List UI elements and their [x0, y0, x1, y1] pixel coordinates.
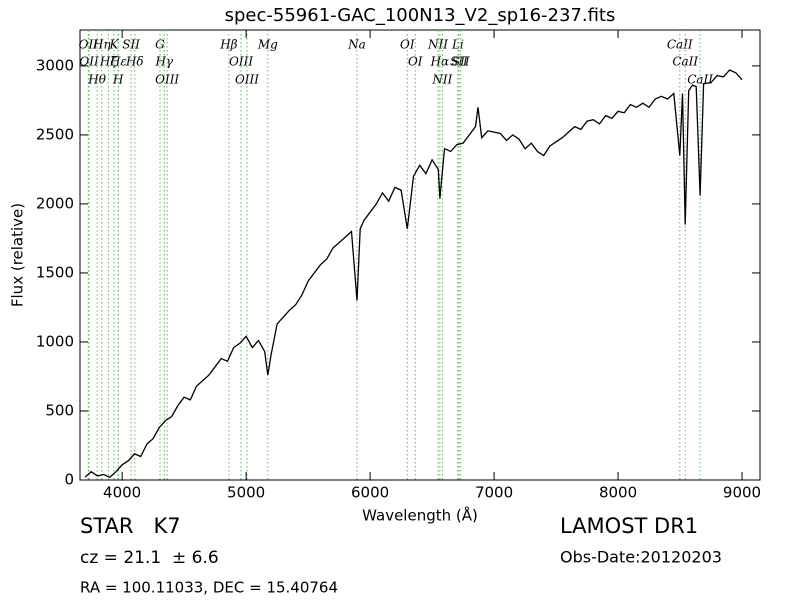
- line-label: OII: [79, 55, 99, 69]
- line-label: OIII: [155, 73, 179, 87]
- line-label: OI: [408, 55, 423, 69]
- x-tick-label: 5000: [227, 484, 265, 502]
- y-tick-label: 0: [64, 471, 74, 489]
- y-tick-label: 1500: [36, 263, 74, 281]
- coordinates: RA = 100.11033, DEC = 15.40764: [80, 579, 338, 597]
- x-axis-label: Wavelength (Å): [362, 506, 478, 525]
- line-label: Na: [347, 38, 366, 52]
- spectrum-line: [84, 69, 743, 478]
- line-label: SII: [452, 55, 470, 69]
- obs-date: Obs-Date:20120203: [560, 548, 722, 567]
- redshift: cz = 21.1 ± 6.6: [80, 548, 219, 568]
- line-label: NII: [431, 73, 452, 87]
- line-label: CaII: [672, 55, 698, 69]
- x-tick-label: 8000: [599, 484, 637, 502]
- line-label: Li: [451, 38, 464, 52]
- x-tick-label: 7000: [475, 484, 513, 502]
- line-label: NII: [427, 38, 448, 52]
- object-class: STAR K7: [80, 514, 181, 538]
- line-label: Hδ: [125, 55, 144, 69]
- line-label: Hγ: [154, 55, 173, 69]
- line-label: OII: [79, 38, 99, 52]
- x-tick-label: 6000: [351, 484, 389, 502]
- y-tick-label: 3000: [36, 56, 74, 74]
- x-tick-label: 9000: [723, 484, 761, 502]
- x-tick-label: 4000: [103, 484, 141, 502]
- y-tick-label: 500: [45, 401, 74, 419]
- line-label: Hε: [109, 55, 127, 69]
- line-label: CaII: [687, 73, 713, 87]
- plot-frame: [79, 29, 761, 481]
- y-tick-label: 2500: [36, 125, 74, 143]
- line-label: OI: [400, 38, 415, 52]
- line-label: K: [108, 38, 119, 52]
- line-label: SII: [122, 38, 140, 52]
- line-label: Hθ: [87, 73, 106, 87]
- line-label: Hα: [430, 55, 450, 69]
- y-tick-label: 2000: [36, 194, 74, 212]
- line-label: CaII: [667, 38, 693, 52]
- line-label: OIII: [235, 73, 259, 87]
- line-label: OIII: [229, 55, 253, 69]
- y-tick-label: 1000: [36, 332, 74, 350]
- line-label: SII: [450, 55, 468, 69]
- line-label: G: [155, 38, 165, 52]
- y-axis-label: Flux (relative): [9, 203, 27, 307]
- chart-title: spec-55961-GAC_100N13_V2_sp16-237.fits: [225, 5, 616, 26]
- line-label: Hη: [92, 38, 111, 52]
- line-label: Hβ: [219, 38, 237, 52]
- survey: LAMOST DR1: [560, 514, 698, 538]
- line-label: Mg: [257, 38, 278, 52]
